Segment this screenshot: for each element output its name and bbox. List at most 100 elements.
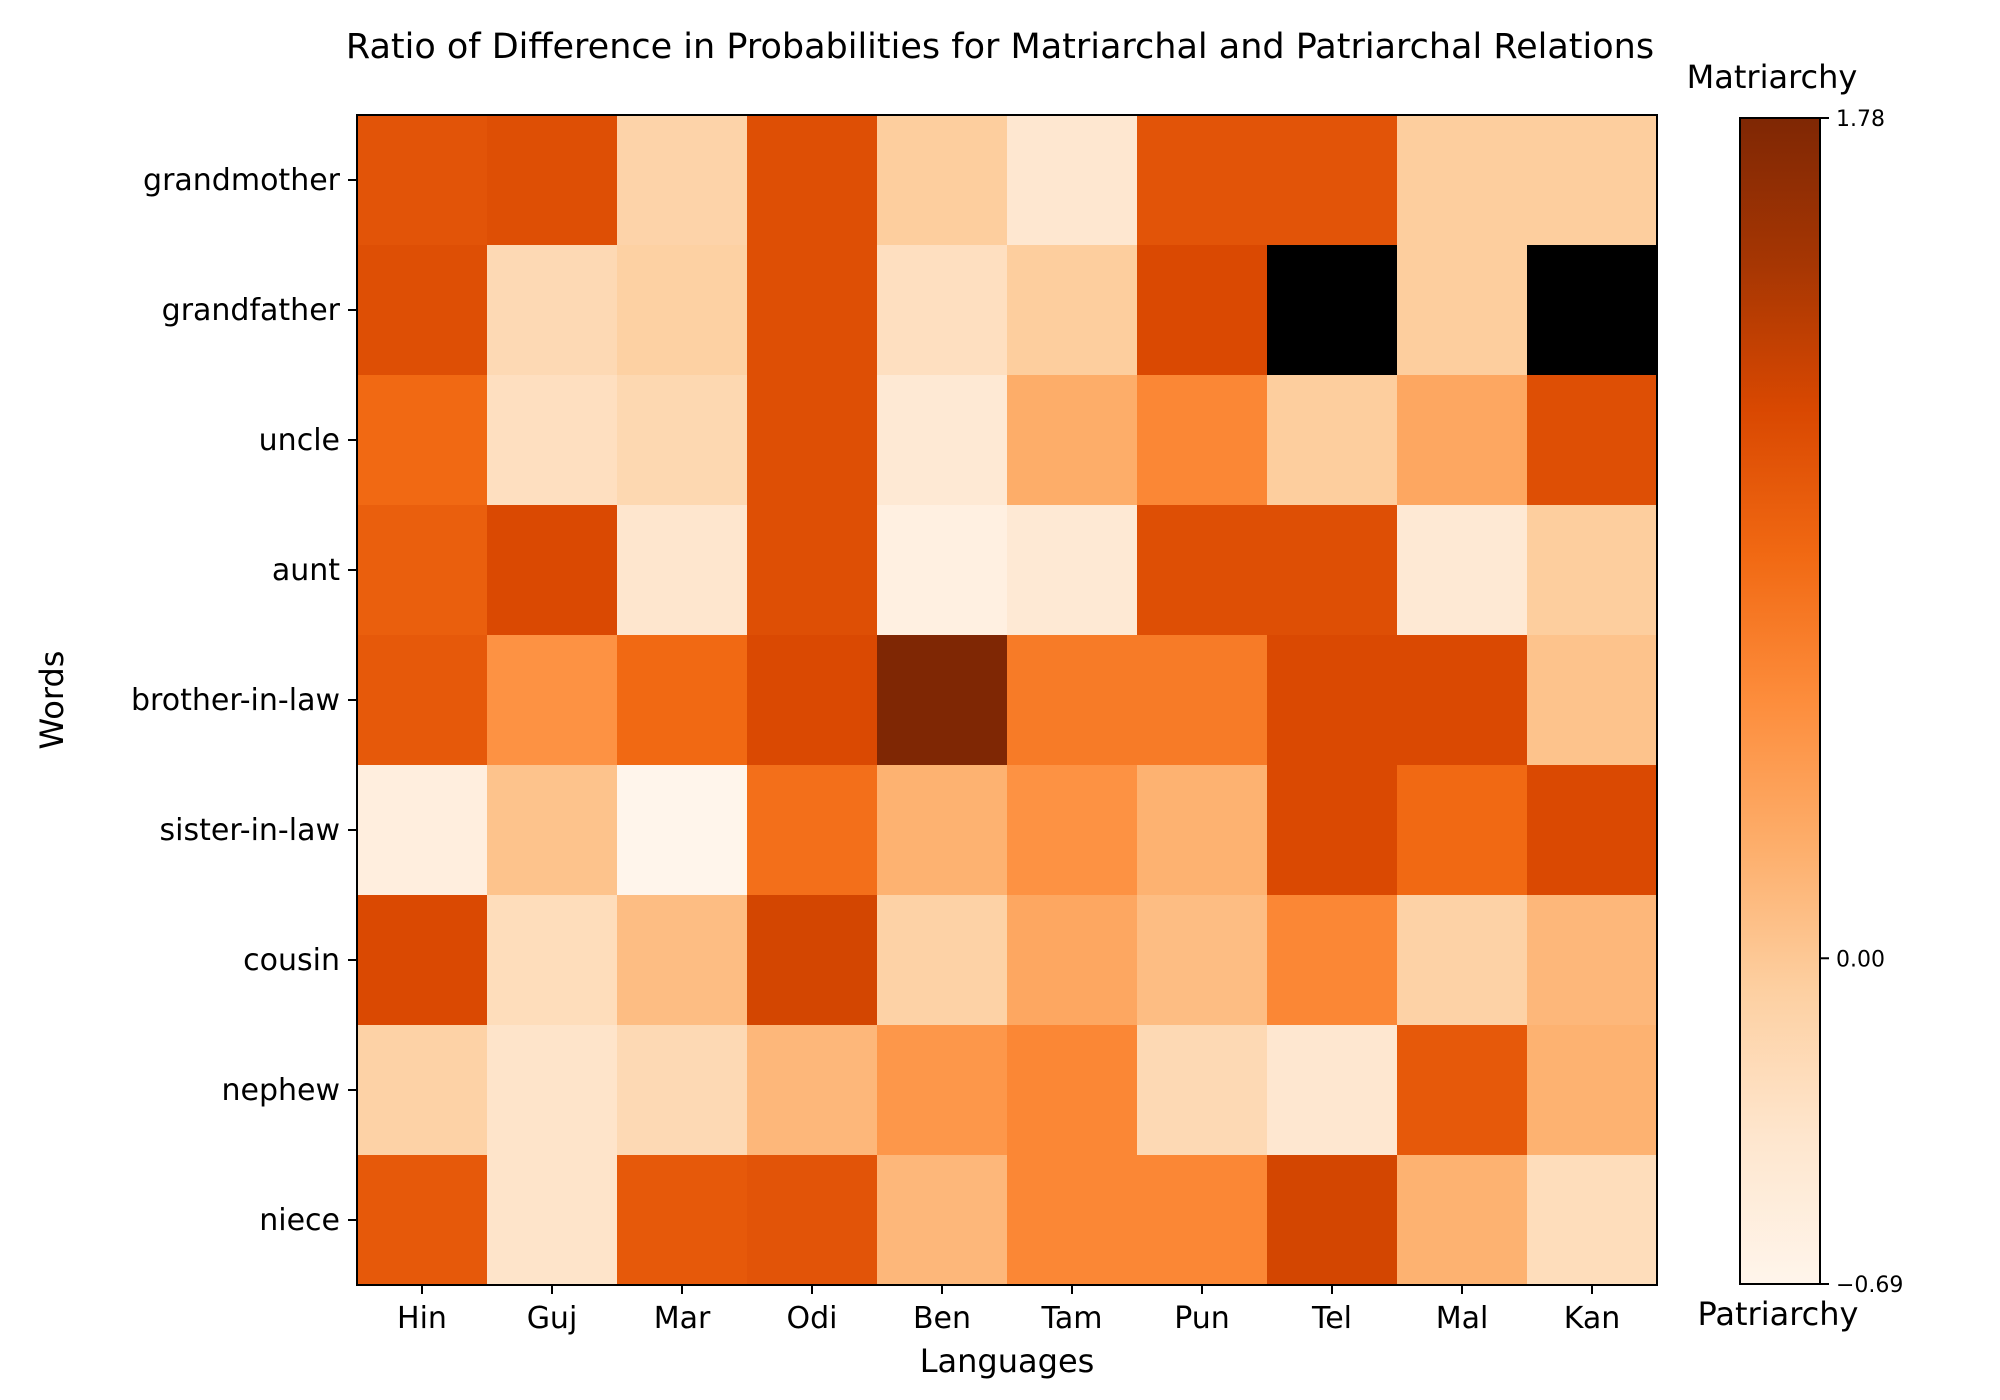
heatmap-cell [1527, 1155, 1658, 1286]
y-tick-label: niece [259, 1203, 340, 1238]
y-tick-label: aunt [272, 553, 340, 588]
heatmap-cell [1137, 505, 1268, 636]
x-tick-label: Tam [1041, 1301, 1103, 1336]
heatmap-cell [1397, 1025, 1528, 1156]
heatmap-cell [617, 895, 748, 1026]
heatmap-cell [487, 375, 618, 506]
heatmap-cell [1137, 115, 1268, 246]
x-tick-label: Mal [1436, 1301, 1489, 1336]
y-tick-label: nephew [221, 1073, 340, 1108]
heatmap-cell [1267, 635, 1398, 766]
heatmap-cell [1267, 115, 1398, 246]
heatmap-cell [1267, 505, 1398, 636]
x-axis-label: Languages [920, 1342, 1095, 1380]
y-tick-label: cousin [243, 943, 340, 978]
heatmap-cell [1527, 1025, 1658, 1156]
heatmap-cell [357, 375, 488, 506]
heatmap-cell [1137, 765, 1268, 896]
y-axis: grandmother grandfather uncle aunt brother-i… [131, 163, 357, 1238]
heatmap-cell [877, 115, 1008, 246]
colorbar-tick-label: 1.78 [1836, 107, 1885, 132]
heatmap-cell [1397, 895, 1528, 1026]
heatmap-cell [1267, 375, 1398, 506]
colorbar-top-label: Matriarchy [1687, 58, 1858, 96]
chart-title: Ratio of Difference in Probabilities for… [346, 27, 1654, 67]
heatmap-cell [357, 635, 488, 766]
heatmap-cell [487, 895, 618, 1026]
y-tick-label: grandmother [143, 163, 341, 198]
heatmap-cell [1007, 635, 1138, 766]
heatmap-cell [1397, 505, 1528, 636]
heatmap-cell [1267, 1025, 1398, 1156]
heatmap-cell [1267, 895, 1398, 1026]
heatmap-cell [1137, 1025, 1268, 1156]
y-axis-label: Words [33, 651, 71, 750]
heatmap-cell [1397, 245, 1528, 376]
heatmap-cell [617, 1025, 748, 1156]
heatmap-cell [1397, 765, 1528, 896]
heatmap-cell [617, 245, 748, 376]
heatmap-cell [747, 115, 878, 246]
heatmap-cell [877, 895, 1008, 1026]
heatmap-cell [877, 245, 1008, 376]
x-tick-label: Tel [1311, 1301, 1352, 1336]
heatmap-cell [747, 635, 878, 766]
heatmap-cell [1137, 895, 1268, 1026]
heatmap-cell [357, 245, 488, 376]
heatmap-cell [487, 765, 618, 896]
x-tick-label: Mar [654, 1301, 711, 1336]
x-tick-label: Ben [913, 1301, 971, 1336]
heatmap-cell [487, 635, 618, 766]
heatmap-cell [1397, 375, 1528, 506]
heatmap-cell [357, 505, 488, 636]
colorbar: 1.78 0.00 −0.69 Matriarchy Patriarchy [1687, 58, 1904, 1333]
heatmap-cell [1267, 245, 1398, 376]
heatmap-cell [877, 635, 1008, 766]
heatmap-cell [1137, 635, 1268, 766]
heatmap-cell [1137, 245, 1268, 376]
y-tick-label: grandfather [162, 293, 341, 328]
heatmap-cell [1527, 765, 1658, 896]
heatmap-cell [1137, 1155, 1268, 1286]
heatmap-cell [1267, 1155, 1398, 1286]
heatmap-cell [1397, 115, 1528, 246]
heatmap-cell [1007, 1025, 1138, 1156]
heatmap-cell [1527, 505, 1658, 636]
heatmap-cell [747, 765, 878, 896]
y-tick-label: brother-in-law [131, 683, 340, 718]
heatmap-cell [357, 765, 488, 896]
heatmap-cell [747, 1025, 878, 1156]
heatmap-cell [1527, 375, 1658, 506]
heatmap-cell [617, 115, 748, 246]
heatmap-cell [1007, 1155, 1138, 1286]
heatmap-cell [357, 1025, 488, 1156]
heatmap-cell [747, 245, 878, 376]
x-tick-label: Odi [787, 1301, 838, 1336]
heatmap-cell [747, 1155, 878, 1286]
heatmap-cell [747, 375, 878, 506]
heatmap-cell [1007, 895, 1138, 1026]
heatmap-cell [1527, 895, 1658, 1026]
colorbar-ticks: 1.78 0.00 −0.69 [1820, 107, 1903, 1298]
heatmap-cell [357, 115, 488, 246]
heatmap-cell [877, 1025, 1008, 1156]
x-tick-label: Hin [397, 1301, 447, 1336]
colorbar-tick-label: −0.69 [1836, 1273, 1903, 1298]
heatmap-cell [1527, 115, 1658, 246]
heatmap-cell [617, 635, 748, 766]
heatmap-cell [1007, 765, 1138, 896]
heatmap-cell [617, 505, 748, 636]
heatmap-cells [357, 115, 1658, 1286]
heatmap-cell [617, 1155, 748, 1286]
heatmap-cell [1007, 245, 1138, 376]
heatmap-cell [487, 115, 618, 246]
x-tick-label: Pun [1174, 1301, 1230, 1336]
heatmap-cell [487, 1025, 618, 1156]
heatmap-cell [487, 245, 618, 376]
heatmap-cell [877, 375, 1008, 506]
heatmap-cell [617, 765, 748, 896]
heatmap-cell [357, 1155, 488, 1286]
heatmap-cell [487, 1155, 618, 1286]
heatmap-cell [1007, 505, 1138, 636]
